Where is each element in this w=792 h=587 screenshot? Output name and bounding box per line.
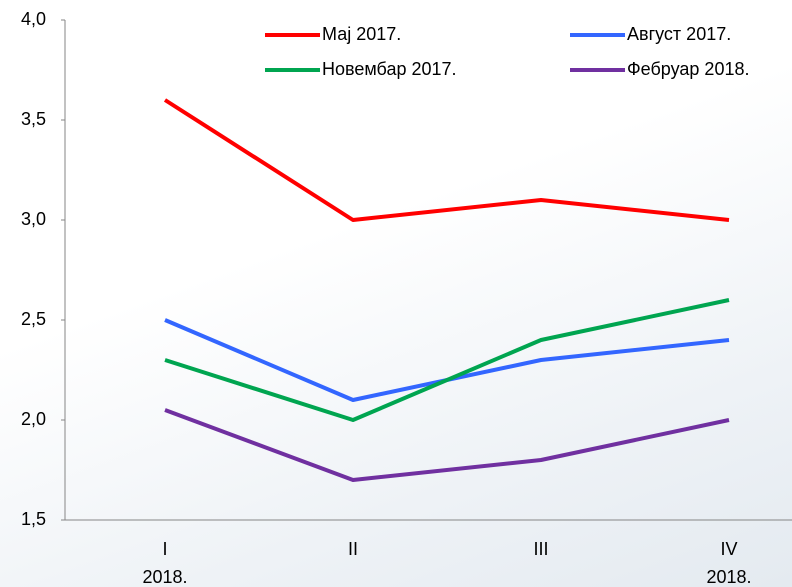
- legend-label: Фебруар 2018.: [627, 59, 749, 79]
- x-tick-label: II: [348, 539, 358, 559]
- series-line: [164, 408, 730, 482]
- y-tick-label: 2,5: [21, 309, 46, 329]
- x-tick-label: IV: [720, 539, 737, 559]
- x-tick-label: III: [533, 539, 548, 559]
- y-tick-label: 1,5: [21, 509, 46, 529]
- y-tick-label: 4,0: [21, 9, 46, 29]
- series-line: [163, 98, 730, 222]
- x-tick-label: 2018.: [706, 567, 751, 587]
- series-line: [164, 298, 730, 422]
- y-tick-label: 3,0: [21, 209, 46, 229]
- legend-label: Мај 2017.: [322, 24, 401, 44]
- y-tick-label: 2,0: [21, 409, 46, 429]
- legend-label: Август 2017.: [627, 24, 731, 44]
- legend-label: Новембар 2017.: [322, 59, 457, 79]
- x-tick-label: 2018.: [142, 567, 187, 587]
- x-tick-label: I: [162, 539, 167, 559]
- y-tick-label: 3,5: [21, 109, 46, 129]
